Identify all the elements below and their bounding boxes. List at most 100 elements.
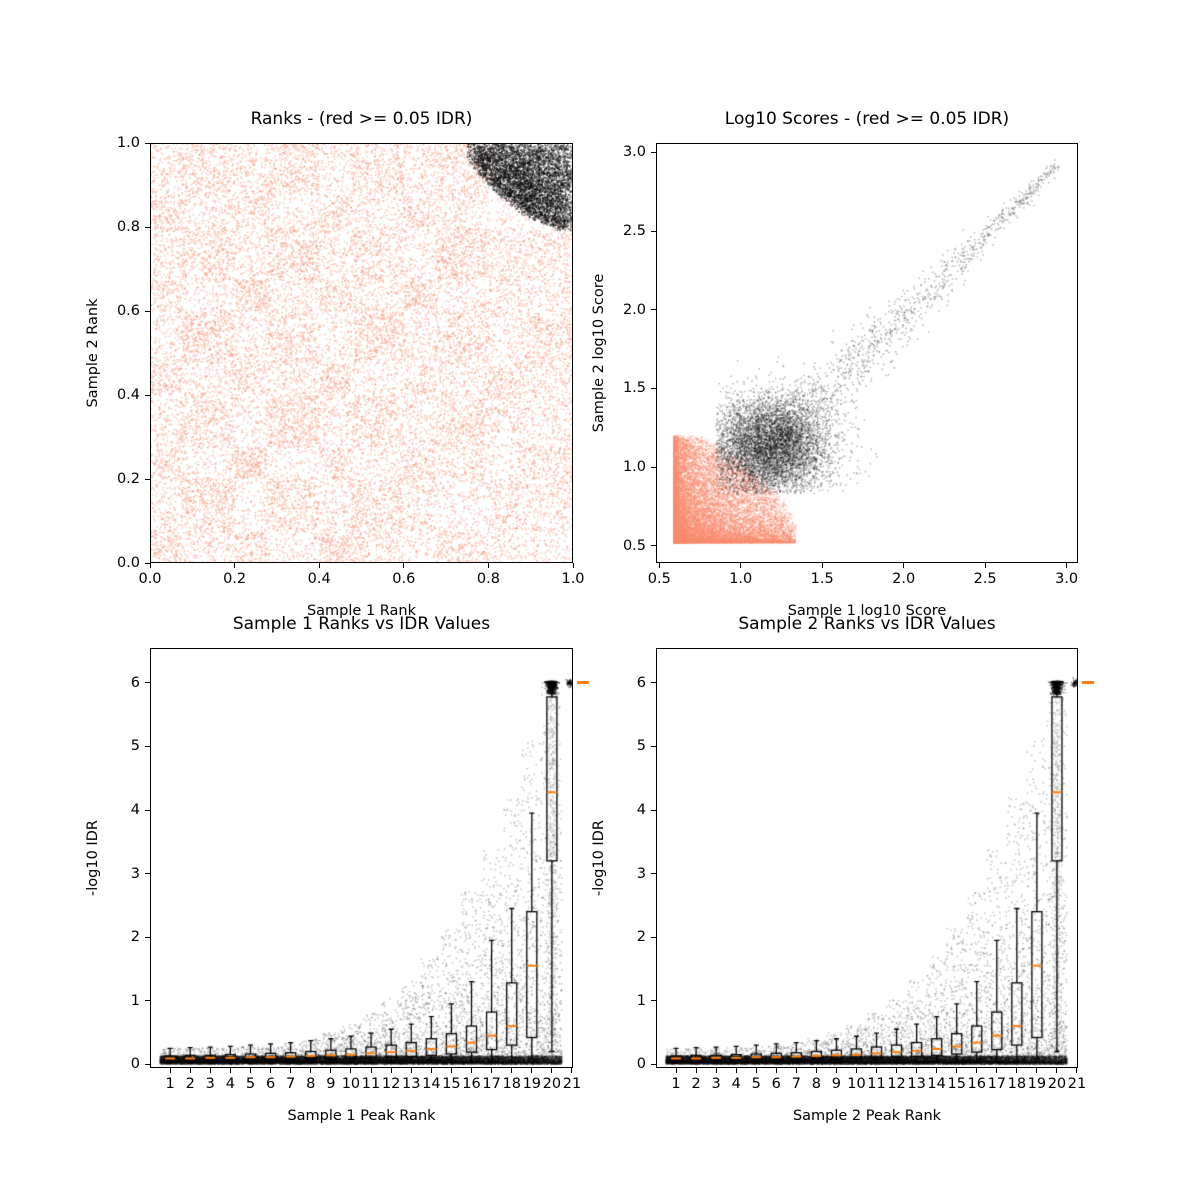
y-tick [651, 466, 656, 468]
x-tick-label: 16 [462, 1076, 481, 1092]
y-tick [145, 745, 150, 747]
x-tick [450, 1068, 452, 1073]
x-tick-label: 7 [286, 1076, 296, 1092]
y-tick-label: 2 [636, 929, 646, 946]
x-tick-label: 20 [542, 1076, 562, 1092]
x-tick [855, 1068, 857, 1073]
x-tick-label: 5 [245, 1076, 256, 1092]
x-tick-label: 0.5 [647, 571, 671, 587]
x-tick [876, 1068, 878, 1073]
x-tick [270, 1068, 272, 1073]
x-tick-label: 0.8 [476, 571, 500, 587]
y-tick-label: 3.0 [622, 144, 646, 161]
ranks-scatter-canvas [150, 143, 573, 563]
x-tick-label: 19 [522, 1076, 542, 1092]
y-tick [145, 310, 150, 312]
x-tick [318, 563, 320, 568]
y-tick-label: 0.0 [116, 555, 140, 571]
x-tick-label: 8 [811, 1076, 821, 1092]
rank21-median-dash [577, 681, 589, 685]
x-tick [775, 1068, 777, 1073]
chart-title: Log10 Scores - (red >= 0.05 IDR) [724, 109, 1010, 129]
y-tick-label: 1.5 [622, 380, 646, 397]
y-tick [651, 545, 656, 547]
x-tick [511, 1068, 513, 1073]
x-tick [1066, 563, 1068, 568]
x-tick-label: 18 [502, 1076, 521, 1092]
x-tick-label: 20 [1047, 1076, 1067, 1092]
x-tick-label: 3 [711, 1076, 721, 1092]
x-tick [695, 1068, 697, 1073]
y-tick [145, 682, 150, 684]
x-tick-label: 13 [907, 1076, 926, 1092]
x-tick [715, 1068, 717, 1073]
rank21-median-dash [1082, 681, 1094, 685]
x-tick [956, 1068, 958, 1073]
x-tick [976, 1068, 978, 1073]
x-tick [571, 1068, 573, 1073]
x-tick-label: 15 [947, 1076, 966, 1092]
x-tick-label: 10 [847, 1076, 866, 1092]
y-tick [651, 936, 656, 938]
x-tick [430, 1068, 432, 1073]
x-axis-label: Sample 1 log10 Score [787, 603, 947, 619]
sample2-idr-canvas [656, 648, 1078, 1068]
subplot-log10-scores: Log10 Scores - (red >= 0.05 IDR) Sample … [591, 109, 1078, 619]
y-tick [651, 309, 656, 311]
x-axis-label: Sample 1 Peak Rank [287, 1108, 436, 1124]
x-tick-label: 1 [671, 1076, 681, 1092]
x-tick-label: 6 [265, 1076, 276, 1092]
x-tick [249, 1068, 251, 1073]
x-tick-label: 10 [341, 1076, 361, 1092]
y-tick-label: 6 [130, 674, 140, 691]
y-tick [651, 873, 656, 875]
chart-title: Sample 1 Ranks vs IDR Values [232, 614, 491, 634]
y-tick [651, 1063, 656, 1065]
y-tick [145, 1000, 150, 1002]
x-tick-label: 1 [165, 1076, 175, 1092]
x-tick-label: 0.4 [307, 571, 331, 587]
x-tick [169, 1068, 171, 1073]
y-tick-label: 4 [130, 802, 140, 819]
y-tick [145, 936, 150, 938]
x-tick [229, 1068, 231, 1073]
x-tick [896, 1068, 898, 1073]
x-tick-label: 12 [887, 1076, 906, 1092]
x-tick-label: 11 [867, 1076, 886, 1092]
x-tick [149, 563, 151, 568]
y-tick-label: 0.8 [116, 219, 140, 235]
y-tick [651, 682, 656, 684]
x-tick [1056, 1068, 1058, 1073]
x-tick-label: 9 [326, 1076, 336, 1092]
x-tick [209, 1068, 211, 1073]
x-tick-label: 14 [422, 1076, 441, 1092]
x-tick [531, 1068, 533, 1073]
scores-scatter-canvas [656, 143, 1078, 563]
x-tick [290, 1068, 292, 1073]
y-tick-label: 0.5 [622, 537, 646, 554]
x-tick-label: 14 [927, 1076, 946, 1092]
x-tick-label: 5 [751, 1076, 761, 1092]
chart-title: Ranks - (red >= 0.05 IDR) [250, 109, 473, 129]
x-tick [936, 1068, 938, 1073]
y-tick-label: 2.5 [622, 223, 646, 240]
x-tick [984, 563, 986, 568]
y-tick-label: 6 [636, 674, 646, 691]
x-tick [572, 563, 574, 568]
x-tick-label: 13 [402, 1076, 421, 1092]
x-axis-label: Sample 2 Peak Rank [792, 1108, 942, 1124]
chart-title: Sample 2 Ranks vs IDR Values [738, 614, 996, 634]
y-axis-label: -log10 IDR [85, 820, 101, 896]
x-tick [370, 1068, 372, 1073]
x-tick-label: 17 [987, 1076, 1007, 1092]
y-tick-label: 3 [636, 865, 646, 882]
x-tick [1076, 1068, 1078, 1073]
x-tick-label: 3 [205, 1076, 215, 1092]
y-tick-label: 0 [130, 1056, 140, 1073]
y-tick [145, 226, 150, 228]
x-tick [903, 563, 905, 568]
x-tick [471, 1068, 473, 1073]
y-tick [145, 1063, 150, 1065]
x-tick-label: 2 [185, 1076, 195, 1092]
